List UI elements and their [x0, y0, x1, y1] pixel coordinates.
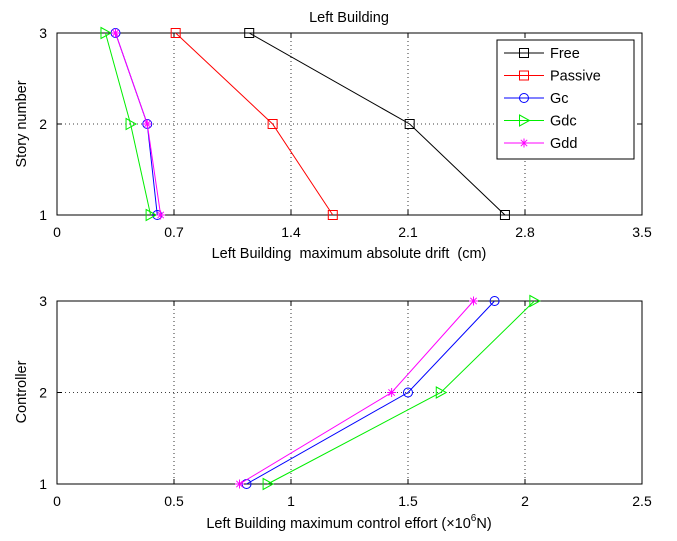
x-axis-label-main: Left Building maximum control effort (×1…	[206, 516, 470, 532]
x-axis-ticks: 0 0.5 1 1.5 2 2.5	[53, 301, 652, 509]
series-line-gc	[246, 300, 495, 485]
data-point-gdc	[435, 386, 448, 399]
legend-item-gc: Gc	[504, 91, 569, 107]
legend-label-passive: Passive	[550, 69, 601, 85]
x-tick-label: 0	[53, 493, 61, 509]
legend-marker-gdd	[519, 138, 529, 148]
y-tick-label: 1	[39, 476, 47, 492]
series-gdd	[235, 296, 479, 489]
x-axis-label: Left Building maximum control effort (×1…	[206, 513, 491, 532]
legend-label-gdc: Gdc	[550, 114, 577, 130]
chart-drift: Left Building 0 0.7 1.4 2.1 2.8 3.5 1 2 3 Left …	[14, 10, 652, 262]
x-tick-label: 3.5	[632, 224, 652, 240]
legend-item-gdc: Gdc	[504, 114, 577, 130]
data-point-gdc	[262, 477, 275, 491]
series-line-gdc	[267, 300, 535, 485]
series-line-gdc	[104, 32, 152, 216]
legend: Free Passive Gc Gdc Gdd	[496, 39, 635, 160]
legend-item-passive: Passive	[504, 69, 601, 85]
data-point-gdc	[100, 26, 113, 40]
data-point-passive	[170, 28, 181, 38]
y-axis-ticks: 1 2 3	[39, 25, 642, 223]
legend-marker-free	[519, 48, 529, 58]
grid-lines	[57, 33, 642, 215]
data-point-free	[244, 28, 255, 38]
legend-marker-passive	[519, 70, 529, 81]
legend-label-gdd: Gdd	[550, 136, 577, 152]
y-tick-label: 3	[39, 25, 47, 41]
y-tick-label: 1	[39, 207, 47, 223]
x-axis-label-exponent: 6	[471, 513, 477, 524]
data-point-gdd	[235, 479, 245, 489]
series-line-free	[248, 32, 506, 216]
x-tick-label: 1.4	[281, 224, 301, 240]
series-gdc	[262, 294, 541, 491]
legend-marker-gdc	[519, 114, 531, 127]
legend-label-free: Free	[550, 46, 580, 62]
y-tick-label: 3	[39, 293, 47, 309]
data-point-passive	[267, 119, 278, 129]
chart-title: Left Building	[309, 10, 389, 26]
y-tick-label: 2	[39, 116, 47, 132]
x-tick-label: 2.8	[515, 224, 535, 240]
x-tick-label: 2.5	[632, 493, 652, 509]
series-free	[244, 28, 510, 220]
series-passive	[170, 28, 338, 220]
y-axis-label: Controller	[14, 360, 30, 423]
data-point-gc	[489, 296, 500, 306]
data-point-gdd	[142, 119, 152, 129]
legend-label-gc: Gc	[550, 91, 569, 107]
x-tick-label: 1	[287, 493, 295, 509]
data-point-gc	[403, 387, 413, 398]
data-point-free	[499, 210, 510, 220]
data-point-passive	[327, 210, 338, 220]
x-tick-label: 0.7	[164, 224, 184, 240]
series-gdd	[111, 28, 166, 220]
chart-control-effort: 0 0.5 1 1.5 2 2.5 1 2 3 Left Building maximum c…	[14, 293, 652, 532]
data-point-gdd	[469, 296, 479, 306]
series-line-passive	[175, 32, 334, 216]
series-layer	[100, 26, 510, 222]
legend-items: Free Passive Gc Gdc Gdd	[504, 46, 601, 152]
x-tick-label: 2	[521, 493, 529, 509]
data-point-gdd	[111, 28, 120, 38]
x-axis-label: Left Building maximum absolute drift (cm…	[212, 246, 487, 262]
y-axis-ticks: 1 2 3	[39, 293, 642, 492]
x-tick-label: 0.5	[164, 493, 184, 509]
data-point-gdc	[145, 208, 158, 222]
legend-item-free: Free	[504, 46, 580, 62]
x-tick-label: 1.5	[398, 493, 418, 509]
data-point-gdc	[529, 294, 541, 308]
y-axis-label: Story number	[14, 80, 30, 167]
data-point-gdc	[125, 117, 138, 131]
data-point-gdd	[387, 388, 397, 397]
data-point-free	[404, 119, 415, 129]
data-point-gdd	[156, 210, 166, 220]
legend-item-gdd: Gdd	[504, 136, 577, 152]
legend-marker-gc	[519, 93, 529, 103]
x-axis-label-unit: N)	[476, 516, 491, 532]
x-tick-label: 0	[53, 224, 61, 240]
y-tick-label: 2	[39, 385, 47, 401]
series-layer	[235, 294, 541, 491]
x-tick-label: 2.1	[398, 224, 418, 240]
series-gdc	[100, 26, 158, 222]
x-axis-ticks: 0 0.7 1.4 2.1 2.8 3.5	[53, 33, 652, 240]
